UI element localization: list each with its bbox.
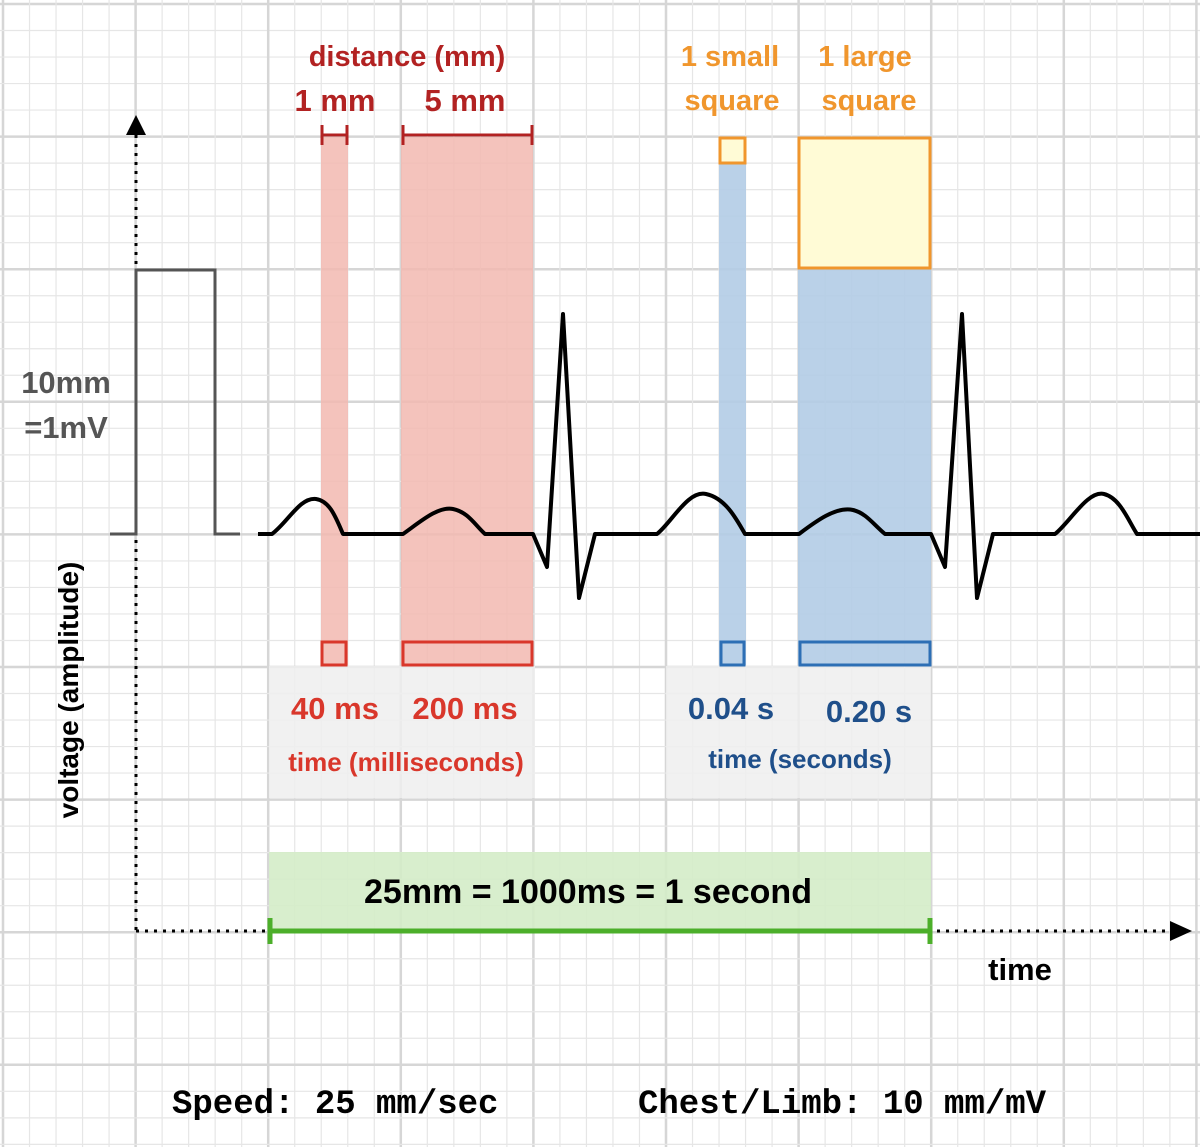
004s-box bbox=[719, 640, 746, 667]
ecg-trace bbox=[258, 312, 1200, 600]
time-s-label: time (seconds) bbox=[708, 744, 892, 774]
large-square bbox=[797, 136, 932, 270]
five-mm-column bbox=[401, 137, 533, 665]
five-mm-label: 5 mm bbox=[425, 83, 506, 118]
one-second-box bbox=[269, 852, 931, 931]
200ms-label: 200 ms bbox=[412, 691, 517, 726]
200ms-box bbox=[401, 640, 534, 667]
one-mm-bracket bbox=[320, 125, 349, 145]
one-mm-column bbox=[321, 137, 348, 665]
small-square-column bbox=[719, 164, 746, 665]
speed-label: Speed: 25 mm/sec bbox=[172, 1086, 498, 1124]
distance-title: distance (mm) bbox=[309, 41, 506, 73]
small-square-label-line1: 1 small bbox=[681, 41, 779, 73]
one-second-bar bbox=[267, 918, 933, 944]
one-mm-label: 1 mm bbox=[295, 83, 376, 118]
large-square-column bbox=[798, 269, 931, 665]
y-axis-label: voltage (amplitude) bbox=[53, 562, 84, 819]
calibration-label-line2: =1mV bbox=[24, 410, 108, 445]
small-square bbox=[718, 136, 747, 165]
40ms-label: 40 ms bbox=[291, 691, 379, 726]
020s-label: 0.20 s bbox=[826, 694, 912, 729]
calibration-pulse bbox=[110, 268, 240, 536]
x-axis-arrow-icon bbox=[1170, 921, 1192, 941]
large-square-label-line2: square bbox=[821, 85, 916, 117]
s-label-background bbox=[666, 666, 931, 798]
time-ms-label: time (milliseconds) bbox=[288, 747, 524, 777]
y-axis-arrow-icon bbox=[126, 115, 146, 135]
equivalence-label: 25mm = 1000ms = 1 second bbox=[364, 873, 812, 911]
x-axis-label: time bbox=[988, 952, 1052, 987]
calibration-label-line1: 10mm bbox=[21, 365, 111, 400]
020s-box bbox=[798, 640, 932, 667]
ms-label-background bbox=[269, 666, 535, 798]
004s-label: 0.04 s bbox=[688, 691, 774, 726]
40ms-box bbox=[320, 640, 348, 667]
five-mm-bracket bbox=[401, 125, 534, 145]
gain-label: Chest/Limb: 10 mm/mV bbox=[638, 1086, 1047, 1124]
small-square-label-line2: square bbox=[684, 85, 779, 117]
large-square-label-line1: 1 large bbox=[818, 41, 912, 73]
